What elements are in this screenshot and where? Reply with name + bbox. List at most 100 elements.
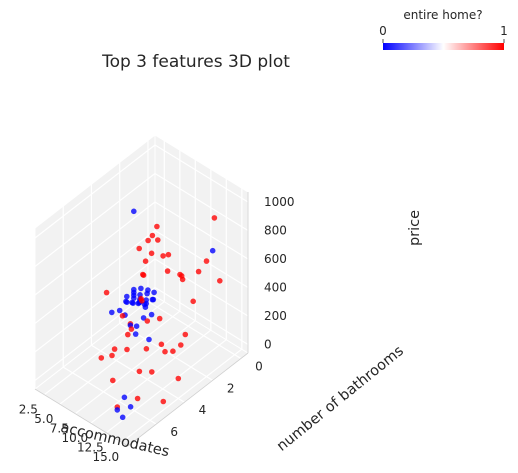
data-point <box>127 404 134 410</box>
grid-z-back <box>154 258 249 317</box>
data-point <box>124 346 130 353</box>
pane-left <box>34 133 156 391</box>
data-point <box>109 309 115 316</box>
grid-z-back <box>154 172 249 231</box>
data-point <box>177 271 183 278</box>
data-point <box>155 237 161 243</box>
grid-x-floor <box>59 310 181 405</box>
data-point <box>154 223 160 230</box>
data-point <box>149 296 156 303</box>
grid-x-floor <box>105 339 227 434</box>
x-tick-label: 5.0 <box>34 412 53 426</box>
data-point <box>114 407 121 413</box>
grid-z-left <box>34 258 156 353</box>
data-point <box>140 315 147 321</box>
data-point <box>182 331 189 338</box>
data-point <box>195 268 202 275</box>
data-point <box>129 299 135 306</box>
z-axis-label: price <box>407 210 423 246</box>
z-tick-label: 200 <box>264 309 287 323</box>
y-tick-label: 4 <box>199 403 207 417</box>
data-point <box>158 341 165 348</box>
data-point <box>156 315 163 322</box>
colorbar-min-label: 0 <box>379 24 387 38</box>
colorbar-label: entire home? <box>403 8 482 22</box>
data-point <box>144 318 151 324</box>
grid-x-floor <box>121 348 243 443</box>
grid-z-left <box>34 229 156 324</box>
z-tick-label: 600 <box>264 252 287 266</box>
x-tick-label: 15.0 <box>92 450 119 464</box>
data-point <box>131 295 137 302</box>
data-point <box>146 336 152 343</box>
data-point <box>148 250 155 257</box>
data-point <box>162 348 168 355</box>
grid-x-floor <box>90 329 212 424</box>
data-point <box>142 258 149 265</box>
data-point <box>143 346 150 352</box>
scatter-points <box>98 208 223 421</box>
data-point <box>175 375 182 382</box>
z-tick-label: 1000 <box>264 195 295 209</box>
data-point <box>149 369 155 375</box>
data-point <box>109 352 115 359</box>
y-axis-label: number of bathrooms <box>274 343 407 455</box>
data-point <box>132 331 139 337</box>
grid-z-left <box>34 172 156 267</box>
colorbar-max-label: 1 <box>500 24 508 38</box>
data-point <box>124 293 130 300</box>
grid-z-back <box>154 201 249 260</box>
z-tick-label: 800 <box>264 224 287 238</box>
data-point <box>209 247 216 254</box>
data-point <box>165 251 172 258</box>
data-point <box>160 253 166 259</box>
data-point <box>131 208 137 215</box>
grid-z-back <box>154 144 249 203</box>
data-point <box>178 342 184 348</box>
data-point <box>217 278 223 284</box>
data-point <box>119 414 126 421</box>
x-tick-label: 2.5 <box>19 403 38 417</box>
data-point <box>144 290 150 297</box>
data-point <box>138 285 144 292</box>
data-point <box>170 348 176 355</box>
data-point <box>133 323 140 330</box>
grid-z-left <box>34 201 156 296</box>
data-point <box>121 394 128 401</box>
colorbar: entire home? 0 1 <box>379 8 508 50</box>
z-tick-label: 400 <box>264 281 287 295</box>
data-point <box>134 395 141 402</box>
data-point <box>149 232 156 239</box>
grid-z-back <box>154 286 249 345</box>
data-point <box>98 355 105 361</box>
data-point <box>140 271 146 278</box>
grid-z-back <box>154 229 249 288</box>
x-axis-line <box>34 388 129 447</box>
grid-y-floor <box>147 300 242 359</box>
data-point <box>160 398 167 405</box>
data-point <box>111 346 118 352</box>
data-point <box>128 326 135 332</box>
data-point <box>203 258 210 264</box>
data-point <box>138 295 144 302</box>
chart-title: Top 3 features 3D plot <box>101 52 290 72</box>
data-point <box>190 298 196 305</box>
grid-y-floor <box>62 366 157 425</box>
grid-x-floor <box>74 320 196 415</box>
y-tick-label: 6 <box>170 425 178 439</box>
z-tick-label: 0 <box>264 338 272 352</box>
x-tick-label: 7.5 <box>50 422 69 436</box>
data-point <box>211 215 218 221</box>
y-tick-label: 0 <box>255 360 263 374</box>
x-tick-label: 12.5 <box>77 441 104 455</box>
data-point <box>136 245 142 252</box>
data-point <box>125 331 131 338</box>
y-tick-label: 2 <box>227 381 235 395</box>
data-point <box>136 368 143 375</box>
data-point <box>110 377 116 384</box>
axes-edges <box>34 192 249 447</box>
colorbar-gradient <box>383 43 504 50</box>
data-point <box>151 289 157 296</box>
grid-z-left <box>34 144 156 239</box>
